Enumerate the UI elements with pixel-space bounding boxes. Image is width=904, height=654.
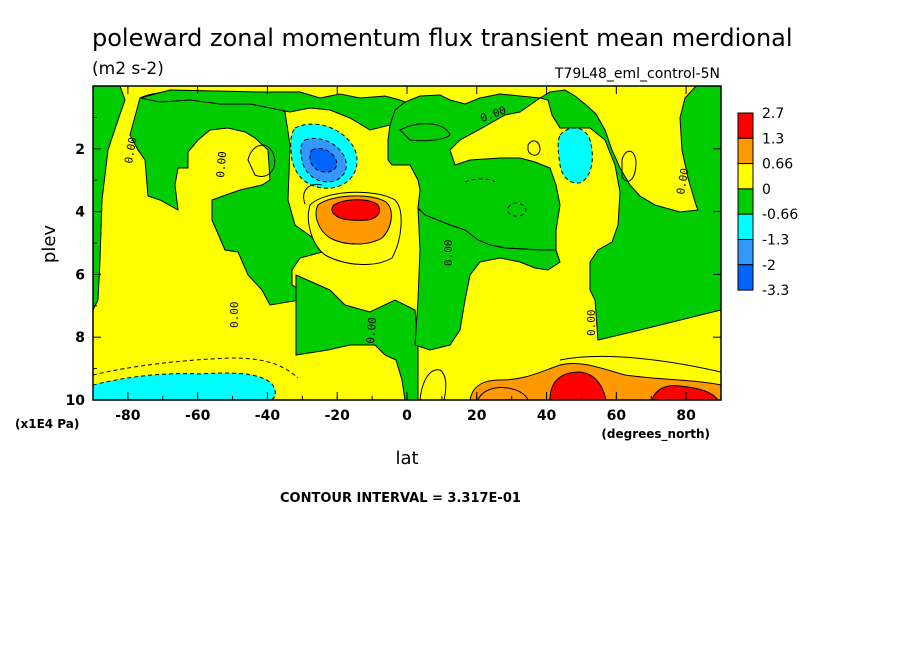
region-negative-sh-jet-max xyxy=(309,147,338,173)
contour-line xyxy=(399,123,451,142)
chart-units: (m2 s-2) xyxy=(92,59,164,79)
x-axis-label: lat xyxy=(395,448,418,469)
x-tick-label: -80 xyxy=(115,408,141,424)
y-tick-label: 2 xyxy=(75,142,85,158)
colorbar-label: 0.66 xyxy=(762,157,793,173)
region-positive-mid-surface xyxy=(477,387,529,400)
contour-line xyxy=(464,178,496,183)
x-tick-label: -20 xyxy=(325,408,351,424)
x-tick-label: -40 xyxy=(255,408,281,424)
region-negative-upper-band xyxy=(139,89,406,131)
contour-label: 0.00 xyxy=(122,136,139,164)
x-tick-label: 20 xyxy=(467,408,487,424)
colorbar-label: 1.3 xyxy=(762,131,784,147)
contour-line xyxy=(559,355,721,373)
plot-field xyxy=(93,86,721,400)
contour-line xyxy=(621,150,637,182)
contour-line xyxy=(419,369,447,400)
contour-line xyxy=(507,202,527,217)
colorbar-swatch xyxy=(737,112,754,139)
contour-label: 0.00 xyxy=(228,302,241,329)
region-negative-sh-mid xyxy=(295,274,419,400)
region-negative-sh-surface xyxy=(93,372,276,400)
colorbar-swatch xyxy=(737,188,754,215)
y-tick-label: 10 xyxy=(66,393,86,409)
region-negative-west-edge xyxy=(93,86,126,311)
region-positive-nh-surface-max xyxy=(549,371,607,400)
contour-label: 0.00 xyxy=(442,240,455,267)
x-tick-label: -60 xyxy=(185,408,211,424)
contour-label: 0.00 xyxy=(585,310,598,337)
colorbar-swatch xyxy=(737,239,754,266)
contour-line xyxy=(247,144,276,177)
colorbar-label: 2.7 xyxy=(762,106,784,122)
colorbar-label: -2 xyxy=(762,258,776,274)
y-tick-label: 8 xyxy=(75,330,85,346)
x-tick-label: 0 xyxy=(402,408,412,424)
axes: -80 -60 -40 -20 0 20 40 60 80 2 4 6 8 10 xyxy=(66,86,722,424)
colorbar: 2.7 1.3 0.66 0 -0.66 -1.3 -2 -3.3 xyxy=(737,106,798,299)
chart-title: poleward zonal momentum flux transient m… xyxy=(92,24,793,52)
colorbar-swatch xyxy=(737,213,754,240)
contour-interval: CONTOUR INTERVAL = 3.317E-01 xyxy=(280,491,521,506)
colorbar-label: 0 xyxy=(762,182,771,198)
contour-line xyxy=(303,183,323,205)
contour-line xyxy=(527,140,541,156)
x-tick-label: 80 xyxy=(676,408,696,424)
y-tick-label: 6 xyxy=(75,267,85,283)
y-tick-label: 4 xyxy=(75,205,85,221)
contour-label: 0.00 xyxy=(674,167,691,195)
x-axis-units: (degrees_north) xyxy=(601,427,710,442)
x-tick-label: 60 xyxy=(607,408,627,424)
colorbar-label: -0.66 xyxy=(762,207,798,223)
chart-subtitle: T79L48_eml_control-5N xyxy=(554,66,720,82)
x-tick-label: 40 xyxy=(537,408,557,424)
colorbar-label: -1.3 xyxy=(762,233,789,249)
colorbar-label: -3.3 xyxy=(762,283,789,299)
region-negative-nh-jet xyxy=(557,127,593,184)
contour-label: 0.00 xyxy=(214,151,229,179)
region-negative-nh-tropics xyxy=(387,86,721,341)
region-positive-sh-max xyxy=(331,199,381,221)
y-axis-units: (x1E4 Pa) xyxy=(15,417,79,431)
contour-label: 0.00 xyxy=(364,317,379,345)
region-negative-nh-subtropics xyxy=(414,206,561,351)
colorbar-swatch xyxy=(737,137,754,165)
y-axis-label: plev xyxy=(39,225,60,264)
region-positive-nh-surface-max2 xyxy=(651,385,719,400)
colorbar-swatch xyxy=(737,163,754,190)
colorbar-swatch xyxy=(737,264,754,291)
